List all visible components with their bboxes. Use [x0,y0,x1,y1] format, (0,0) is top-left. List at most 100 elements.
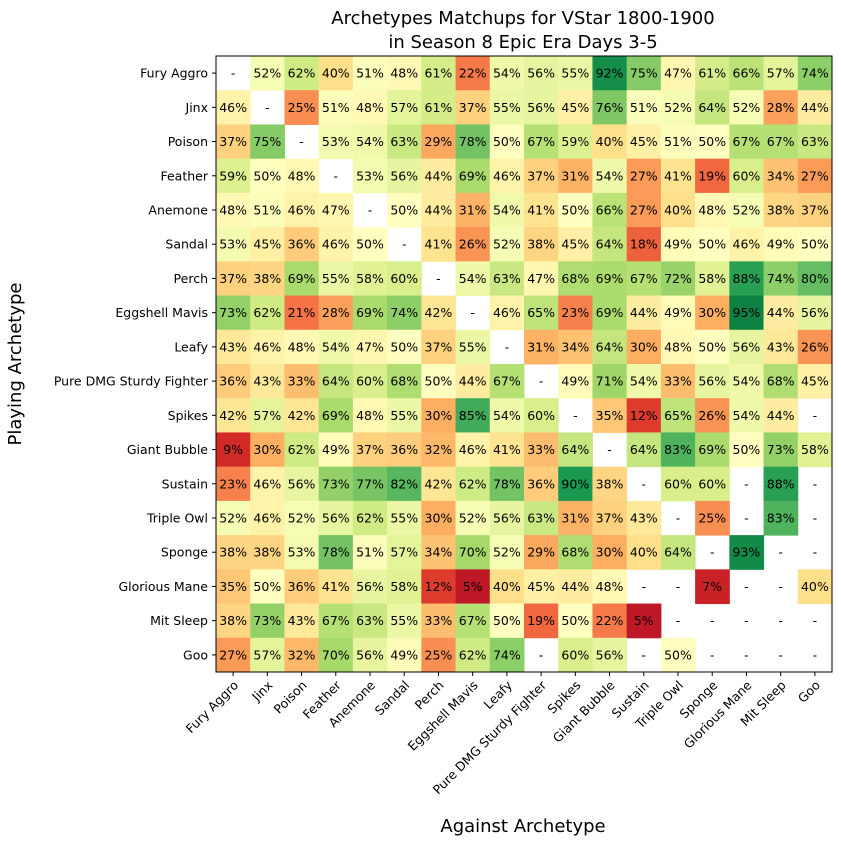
heatmap-cell [558,295,593,331]
heatmap-cell [797,329,833,365]
heatmap-cell [455,398,491,433]
heatmap-cell [797,124,833,160]
heatmap-cell [250,192,285,228]
heatmap-cell [660,192,696,228]
cell-value-label: 5% [634,613,654,628]
cell-value-label: 5% [463,579,483,594]
cell-value-label: 82% [390,476,418,491]
heatmap-cell [592,637,628,673]
cell-value-label: 74% [767,271,795,286]
heatmap-cell [524,124,559,160]
cell-value-label: 70% [322,647,350,662]
heatmap-cell [592,56,628,91]
heatmap-cell [284,569,320,605]
cell-value-label: 73% [322,476,350,491]
heatmap-cell [695,432,730,468]
heatmap-cell [729,398,765,433]
cell-value-label: 60% [733,168,761,183]
cell-value-label: - [642,579,647,594]
cell-value-label: 88% [767,476,795,491]
cell-value-label: 65% [527,305,555,320]
heatmap-cell [592,466,628,502]
cell-value-label: 71% [596,374,624,389]
heatmap-cell [626,158,662,194]
cell-value-label: 36% [288,237,316,252]
heatmap-cell [216,637,251,673]
heatmap-cell [216,535,251,570]
heatmap-cell [489,56,525,91]
cell-value-label: 42% [425,476,453,491]
cell-value-label: 53% [288,545,316,560]
cell-value-label: 56% [698,374,726,389]
cell-value-label: 26% [698,408,726,423]
cell-value-label: 64% [698,100,726,115]
heatmap-cell [318,261,354,297]
heatmap-cell [763,158,799,194]
heatmap-cell [489,227,525,262]
cell-value-label: - [813,545,818,560]
cell-value-label: 40% [596,134,624,149]
cell-value-label: - [265,100,270,115]
heatmap-cell [729,158,765,194]
cell-value-label: 38% [219,613,247,628]
cell-value-label: - [368,203,373,218]
y-tick-label: Sandal [165,237,208,252]
heatmap-cell [250,432,285,468]
cell-value-label: 28% [322,305,350,320]
cell-value-label: 44% [630,305,658,320]
heatmap-cell [797,227,833,262]
heatmap-cell [524,432,559,468]
cell-value-label: 68% [561,545,589,560]
cell-value-label: 67% [630,271,658,286]
cell-value-label: 44% [767,408,795,423]
heatmap-cell [421,329,457,365]
heatmap-cell [455,329,491,365]
cell-value-label: 54% [630,374,658,389]
heatmap-cell [250,603,285,639]
heatmap-cell [797,261,833,297]
cell-value-label: 30% [253,442,281,457]
heatmap-cell [284,500,320,536]
cell-value-label: 45% [253,237,281,252]
cell-value-label: - [813,647,818,662]
cell-value-label: 46% [493,168,521,183]
cell-value-label: 44% [425,203,453,218]
cell-value-label: 46% [253,476,281,491]
heatmap-cell [489,603,525,639]
y-tick-label: Poison [168,134,208,149]
heatmap-cell [660,56,696,91]
heatmap-cell [284,603,320,639]
heatmap-cell [284,227,320,262]
cell-value-label: 43% [767,339,795,354]
cell-value-label: 74% [493,647,521,662]
heatmap-cell [763,500,799,536]
heatmap-cell [318,603,354,639]
cell-value-label: 46% [219,100,247,115]
cell-value-label: 76% [596,100,624,115]
heatmap-cell [318,535,354,570]
cell-value-label: 72% [664,271,692,286]
cell-value-label: 60% [527,408,555,423]
heatmap-cell [284,56,320,91]
heatmap-cell [489,466,525,502]
heatmap-cell [558,500,593,536]
cell-value-label: 37% [801,203,829,218]
heatmap-cell [558,535,593,570]
cell-value-label: 29% [425,134,453,149]
cell-value-label: 51% [356,66,384,81]
cell-value-label: 44% [425,168,453,183]
heatmap-cell [352,56,388,91]
cell-value-label: 63% [356,613,384,628]
cell-value-label: 56% [288,476,316,491]
cell-value-label: 50% [733,442,761,457]
cell-value-label: 52% [459,511,487,526]
heatmap-cell [421,637,457,673]
heatmap-cell [592,295,628,331]
cell-value-label: - [642,476,647,491]
heatmap-cell [763,466,799,502]
cell-value-label: 46% [253,511,281,526]
heatmap-cell [387,500,422,536]
cell-value-label: 56% [801,305,829,320]
cell-value-label: 32% [288,647,316,662]
heatmap-cell [250,158,285,194]
